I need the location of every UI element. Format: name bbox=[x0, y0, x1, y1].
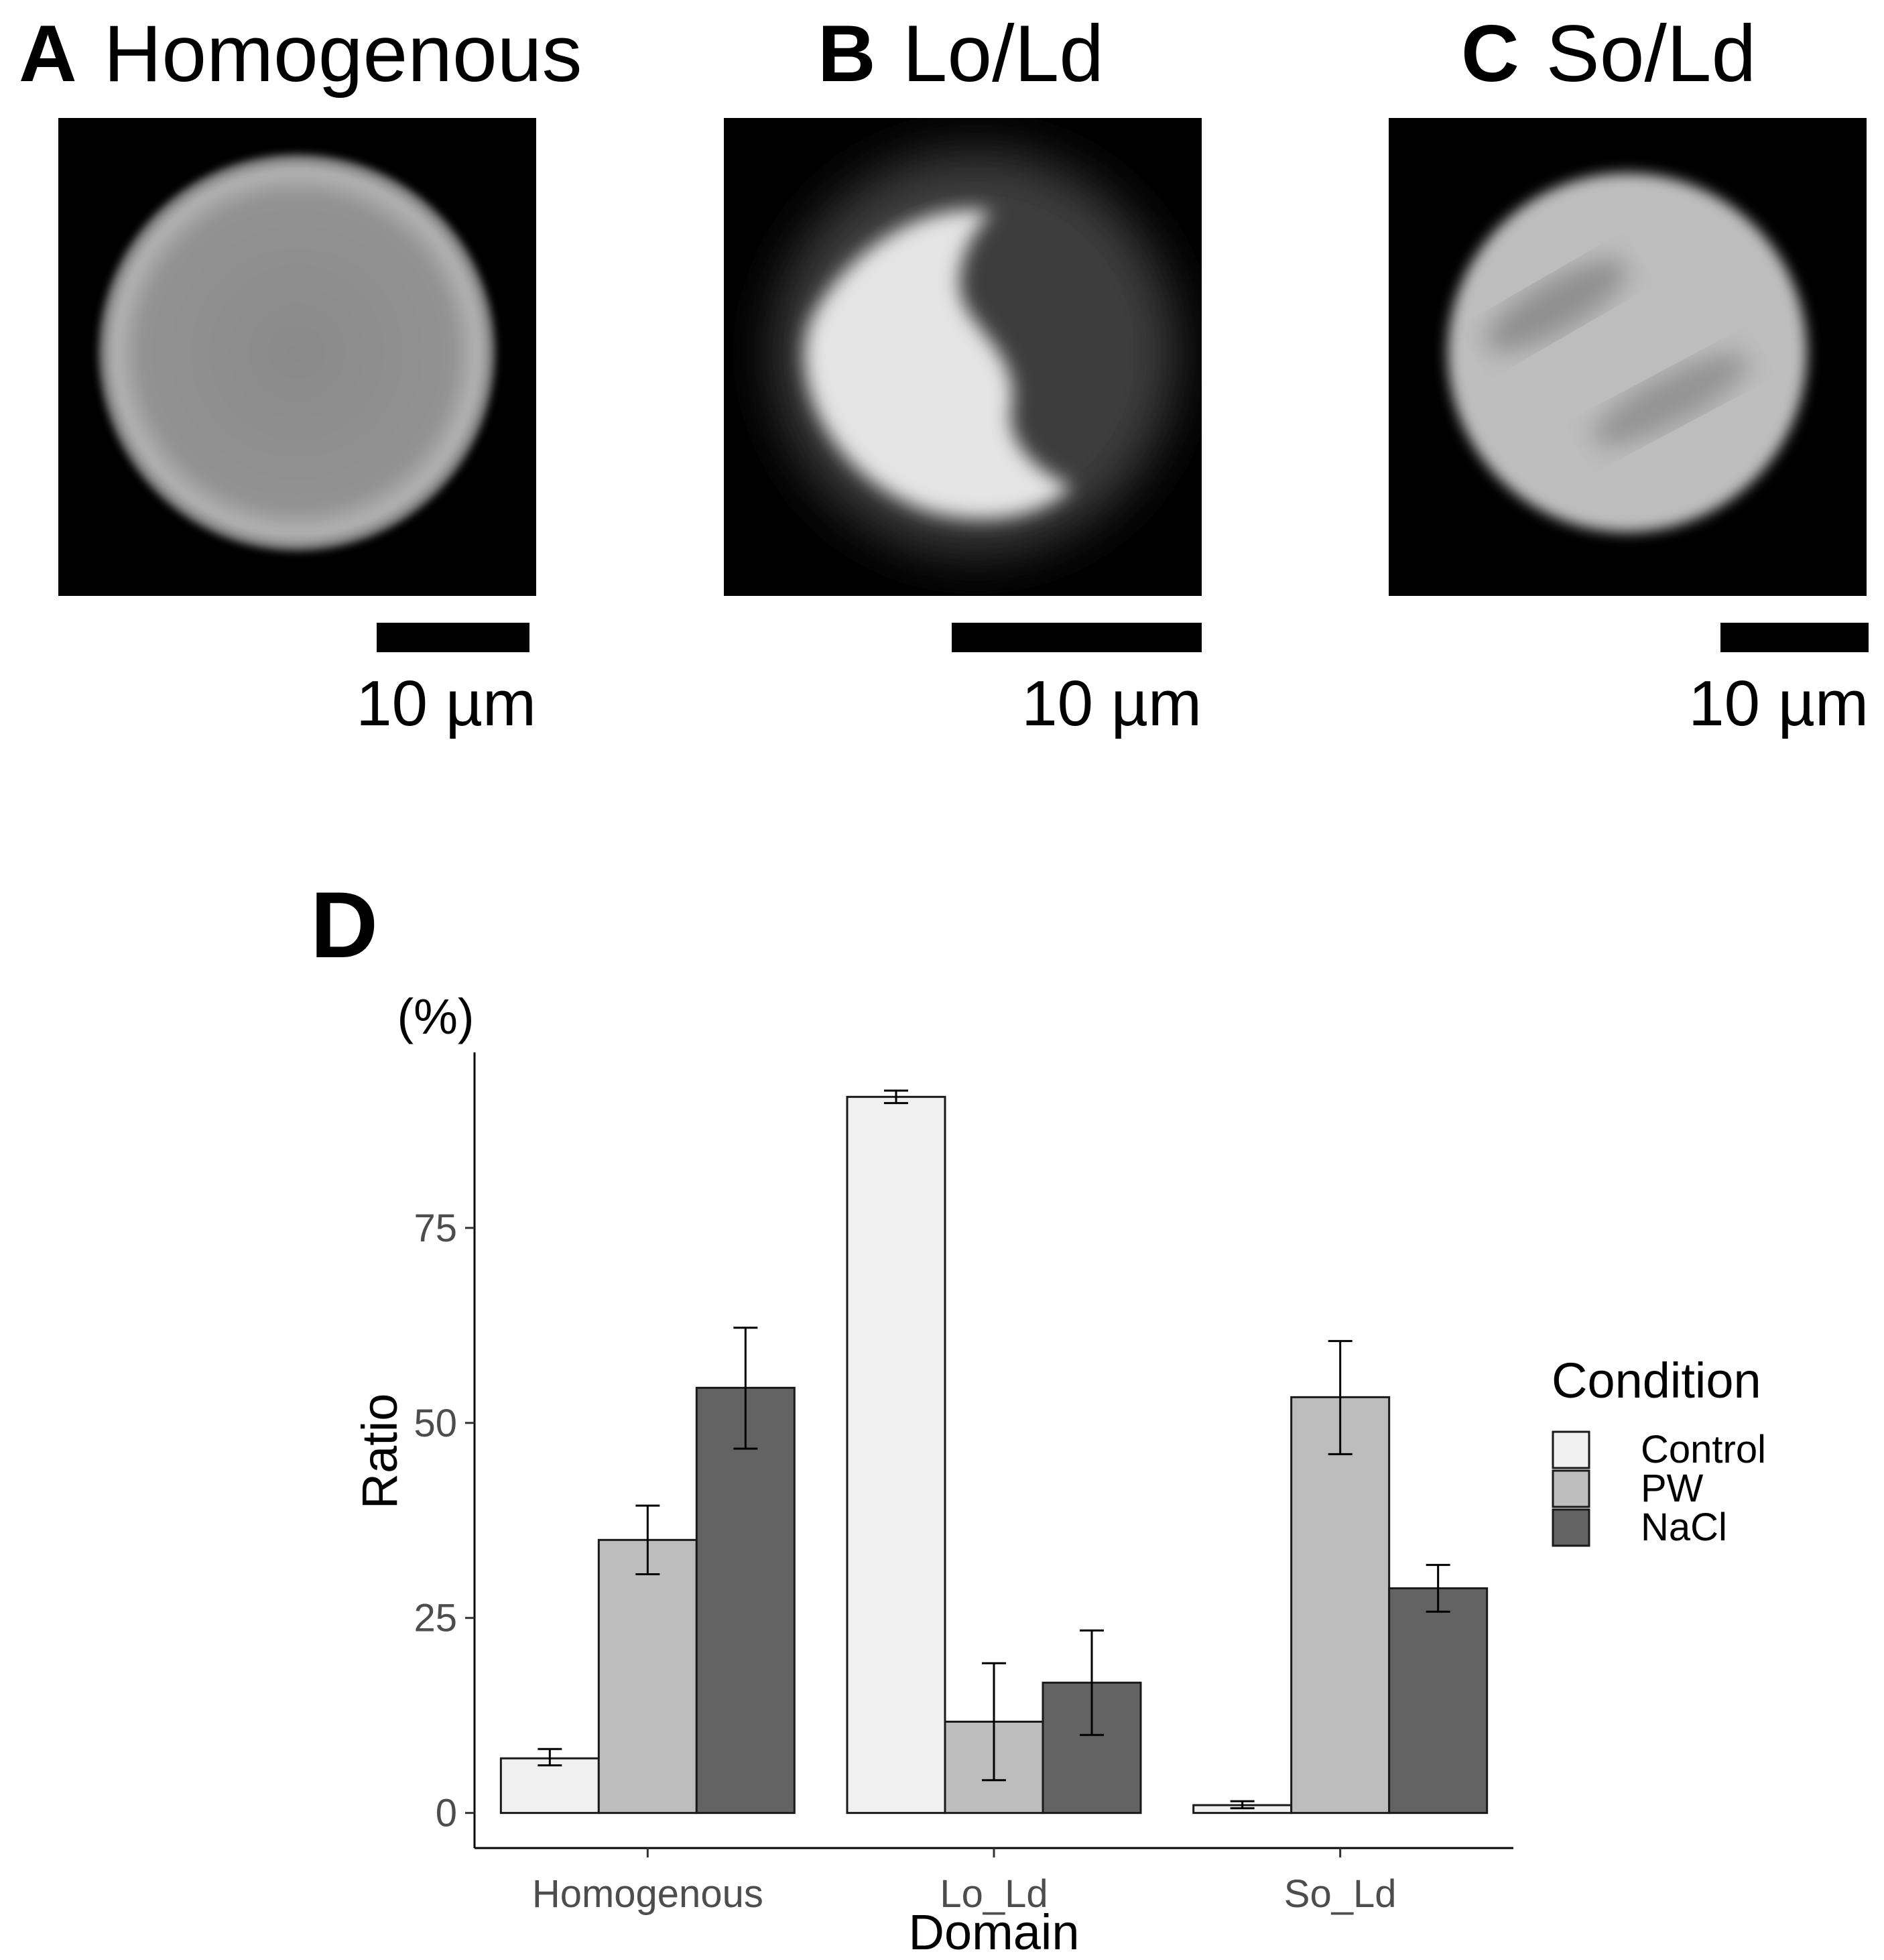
y-axis-title: Ratio bbox=[352, 1394, 407, 1510]
scale-label-c: 10 µm bbox=[1688, 668, 1869, 739]
legend-swatch-control bbox=[1552, 1430, 1590, 1469]
bar-chart: 0 25 50 75 Homogenous Lo_Ld So_Ld Domain Ratio (%… bbox=[352, 989, 1766, 1960]
chart-bars bbox=[499, 1095, 1489, 1815]
y-tick-label: 75 bbox=[414, 1207, 457, 1250]
panel-b-label: Lo/Ld bbox=[902, 9, 1104, 99]
y-tick-label: 25 bbox=[414, 1597, 457, 1640]
bar-control-lo_ld bbox=[846, 1095, 946, 1815]
panel-a-letter: A bbox=[19, 9, 77, 99]
micrograph-lo-ld bbox=[724, 118, 1202, 596]
panel-a-label: Homogenous bbox=[103, 9, 582, 99]
scale-bar-c bbox=[1720, 623, 1869, 652]
micrograph-homogenous bbox=[58, 118, 536, 596]
legend-swatch-nacl bbox=[1552, 1508, 1590, 1547]
panel-a-title: A Homogenous bbox=[19, 13, 582, 94]
legend-title: Condition bbox=[1552, 1353, 1761, 1408]
chart-axes bbox=[465, 1052, 1513, 1857]
x-tick-label: Lo_Ld bbox=[940, 1872, 1048, 1916]
bar-pw-so_ld bbox=[1290, 1396, 1391, 1815]
legend-label-pw: PW bbox=[1641, 1467, 1704, 1510]
micrograph-so-ld bbox=[1389, 118, 1867, 596]
y-tick-label: 50 bbox=[414, 1402, 457, 1445]
y-tick-label: 0 bbox=[436, 1792, 457, 1835]
bar-control-homogenous bbox=[499, 1757, 600, 1815]
chart-error-bars bbox=[538, 1089, 1450, 1810]
bar-nacl-homogenous bbox=[695, 1386, 796, 1815]
x-tick-label: So_Ld bbox=[1284, 1872, 1397, 1916]
panel-c-letter: C bbox=[1461, 9, 1519, 99]
scale-bar-b bbox=[952, 623, 1202, 652]
scale-bar-a bbox=[377, 623, 529, 652]
x-axis-title: Domain bbox=[909, 1904, 1080, 1960]
legend-swatch-pw bbox=[1552, 1469, 1590, 1508]
legend-label-nacl: NaCl bbox=[1641, 1506, 1727, 1549]
scale-label-a: 10 µm bbox=[356, 668, 536, 739]
panel-b-letter: B bbox=[818, 9, 876, 99]
chart-labels: 0 25 50 75 Homogenous Lo_Ld So_Ld Domain Ratio (%… bbox=[352, 989, 1397, 1960]
bar-pw-homogenous bbox=[597, 1538, 698, 1815]
panel-b-title: B Lo/Ld bbox=[818, 13, 1104, 94]
x-tick-label: Homogenous bbox=[532, 1872, 763, 1916]
y-unit-label: (%) bbox=[397, 989, 474, 1044]
panel-d-letter: D bbox=[310, 872, 379, 977]
legend-label-control: Control bbox=[1641, 1428, 1766, 1471]
scale-label-b: 10 µm bbox=[1021, 668, 1202, 739]
bar-nacl-so_ld bbox=[1388, 1587, 1489, 1815]
panel-c-label: So/Ld bbox=[1546, 9, 1757, 99]
panel-c-title: C So/Ld bbox=[1461, 13, 1756, 94]
